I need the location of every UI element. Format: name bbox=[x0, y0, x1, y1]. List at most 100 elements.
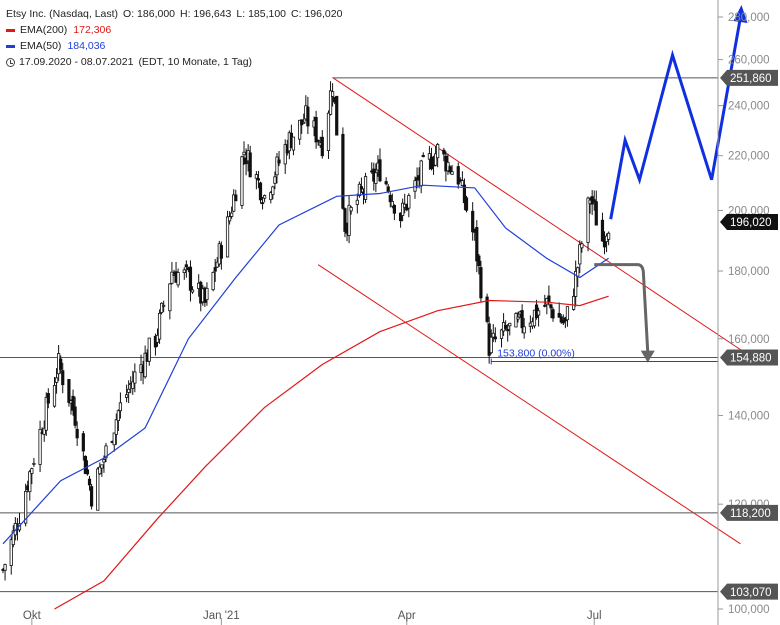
candle-body bbox=[607, 232, 611, 240]
candle-body bbox=[320, 136, 324, 157]
clock-icon bbox=[6, 57, 15, 67]
legend-ema200[interactable]: EMA(200) 172,306 bbox=[6, 22, 342, 38]
candle-body bbox=[54, 377, 59, 383]
level-price-label: 103,070 bbox=[730, 587, 772, 599]
candle-body bbox=[316, 140, 320, 142]
candle-body bbox=[520, 310, 524, 329]
date-range: 17.09.2020 - 08.07.2021 bbox=[19, 56, 134, 68]
low-marker-label: 153,800 (0.00%) bbox=[497, 347, 575, 359]
ema200-label: EMA(200) bbox=[20, 24, 68, 36]
candle-body bbox=[42, 427, 46, 435]
candle-body bbox=[227, 216, 232, 222]
candle-body bbox=[343, 208, 347, 232]
candle-body bbox=[433, 153, 438, 166]
candle-body bbox=[413, 180, 417, 192]
candle-body bbox=[116, 410, 120, 421]
candle-body bbox=[306, 106, 310, 127]
candle-body bbox=[547, 295, 551, 302]
period-info: (EDT, 10 Monate, 1 Tag) bbox=[138, 56, 253, 68]
candle-body bbox=[543, 304, 547, 307]
y-tick-label: 240,000 bbox=[728, 101, 770, 113]
x-tick-label: Jul bbox=[587, 610, 602, 622]
level-price-tag bbox=[720, 214, 778, 231]
y-tick-label: 100,000 bbox=[728, 604, 770, 616]
candle-body bbox=[407, 195, 411, 209]
candle-body bbox=[273, 176, 277, 184]
candle-body bbox=[429, 156, 434, 170]
candlesticks bbox=[1, 81, 611, 581]
candle-body bbox=[234, 194, 238, 202]
level-price-tag bbox=[720, 69, 778, 86]
candle-body bbox=[248, 152, 252, 178]
candle-body bbox=[269, 192, 273, 201]
candle-body bbox=[256, 178, 261, 181]
candle-body bbox=[170, 271, 174, 284]
candle-body bbox=[254, 174, 258, 179]
legend-ema50[interactable]: EMA(50) 184,036 bbox=[6, 38, 342, 54]
level-price-tag bbox=[720, 349, 778, 366]
candle-body bbox=[462, 184, 467, 204]
candle-body bbox=[215, 261, 219, 268]
candle-body bbox=[168, 283, 172, 312]
ema50-swatch bbox=[6, 44, 15, 48]
candle-body bbox=[436, 144, 440, 159]
level-price-label: 196,020 bbox=[730, 217, 772, 229]
candle-body bbox=[205, 287, 209, 301]
candle-body bbox=[427, 153, 432, 160]
legend-range: 17.09.2020 - 08.07.2021 (EDT, 10 Monate,… bbox=[6, 54, 342, 70]
candle-body bbox=[522, 326, 526, 334]
trend-channel bbox=[317, 77, 741, 545]
candle-body bbox=[448, 166, 452, 173]
candle-body bbox=[277, 159, 281, 164]
candle-body bbox=[330, 91, 335, 97]
candle-body bbox=[442, 149, 446, 155]
candle-body bbox=[580, 243, 584, 249]
candle-body bbox=[464, 197, 469, 211]
level-price-label: 118,200 bbox=[730, 508, 771, 520]
ema200-value: 172,306 bbox=[73, 24, 112, 36]
candle-body bbox=[578, 244, 582, 265]
candle-body bbox=[347, 204, 351, 236]
candle-body bbox=[38, 428, 42, 465]
candle-body bbox=[190, 289, 195, 293]
candle-body bbox=[491, 332, 495, 338]
candle-body bbox=[81, 433, 85, 452]
candle-body bbox=[44, 396, 48, 431]
candle-body bbox=[489, 336, 493, 354]
candle-body bbox=[499, 329, 504, 339]
legend-header: Etsy Inc. (Nasdaq, Last) O: 186,000 H: 1… bbox=[6, 6, 342, 22]
candle-body bbox=[493, 336, 497, 340]
candle-body bbox=[335, 95, 339, 136]
candle-body bbox=[89, 486, 94, 507]
candle-body bbox=[67, 379, 71, 403]
candle-body bbox=[506, 329, 510, 332]
y-tick-label: 160,000 bbox=[728, 334, 770, 346]
candle-body bbox=[230, 212, 234, 217]
candle-body bbox=[456, 166, 460, 185]
candle-body bbox=[471, 210, 475, 233]
candle-body bbox=[392, 204, 397, 214]
candle-body bbox=[98, 466, 102, 475]
chart-legend: Etsy Inc. (Nasdaq, Last) O: 186,000 H: 1… bbox=[6, 6, 342, 70]
candle-body bbox=[176, 272, 180, 286]
candle-body bbox=[114, 419, 118, 435]
candle-body bbox=[211, 271, 215, 291]
low-marker: 153,800 (0.00%) bbox=[490, 347, 718, 365]
level-price-tag bbox=[720, 504, 778, 521]
candle-body bbox=[557, 312, 561, 318]
candle-body bbox=[147, 337, 151, 362]
candle-body bbox=[271, 186, 275, 195]
candle-body bbox=[559, 316, 563, 323]
candle-body bbox=[398, 212, 403, 222]
y-tick-label: 140,000 bbox=[728, 411, 770, 423]
candle-body bbox=[100, 464, 104, 469]
candle-body bbox=[240, 156, 244, 206]
candle-body bbox=[450, 171, 454, 175]
projection-up-arrowhead bbox=[733, 5, 748, 23]
candle-body bbox=[30, 468, 34, 474]
projection-down-path bbox=[594, 263, 650, 353]
candle-body bbox=[59, 358, 63, 370]
candle-body bbox=[96, 468, 100, 511]
candle-body bbox=[258, 182, 263, 201]
